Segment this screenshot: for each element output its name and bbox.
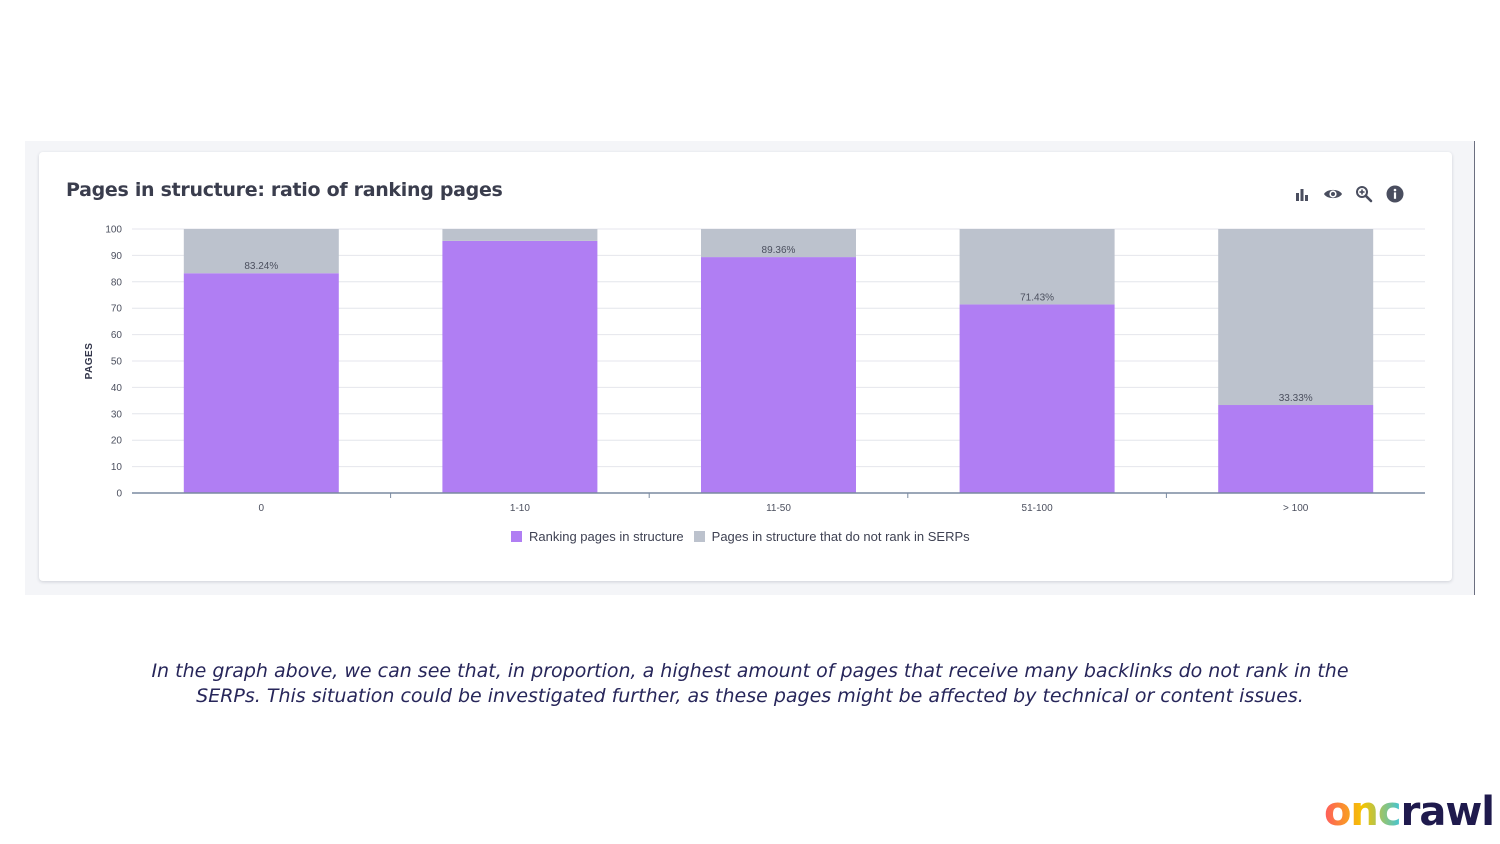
legend-item-ranking[interactable]: Ranking pages in structure xyxy=(511,529,684,544)
chart-title: Pages in structure: ratio of ranking pag… xyxy=(66,179,503,201)
y-tick-label: 80 xyxy=(111,277,123,288)
chart-toolbar xyxy=(1292,184,1405,204)
bar-data-label: 71.43% xyxy=(1020,292,1054,303)
y-tick-label: 50 xyxy=(111,357,123,368)
logo-accent-text: onc xyxy=(1323,789,1402,835)
x-tick-label: 1-10 xyxy=(510,503,530,514)
bar-chart-icon[interactable] xyxy=(1292,184,1312,204)
legend-item-not-ranking[interactable]: Pages in structure that do not rank in S… xyxy=(693,529,970,544)
logo-text: rawl xyxy=(1400,789,1495,835)
y-tick-label: 30 xyxy=(111,409,123,420)
bar-data-label: 83.24% xyxy=(244,261,278,272)
bar-ranking xyxy=(701,257,856,493)
bar-ranking xyxy=(1218,405,1374,493)
legend-swatch-not-ranking xyxy=(693,531,705,542)
chart-card: Pages in structure: ratio of ranking pag… xyxy=(39,152,1452,581)
bars xyxy=(183,229,1374,493)
y-tick-label: 0 xyxy=(116,489,122,500)
bar-data-label: 33.33% xyxy=(1279,393,1313,404)
oncrawl-logo: oncrawl xyxy=(1323,789,1495,835)
bar-ranking xyxy=(183,273,339,493)
y-tick-label: 70 xyxy=(111,304,123,315)
x-tick-label: 51-100 xyxy=(1022,503,1054,514)
y-tick-label: 10 xyxy=(111,462,123,473)
bar-ranking xyxy=(442,240,598,493)
stacked-bar-chart: 83.24% 89.36% 71.43% 33.33% 0 10 20 30 40 50 60 70… xyxy=(84,225,1425,514)
bar-not-ranking xyxy=(183,229,339,274)
legend-label-ranking: Ranking pages in structure xyxy=(529,529,684,544)
legend-swatch-ranking xyxy=(511,531,522,542)
x-tick-label: > 100 xyxy=(1283,503,1309,514)
chart-legend: Ranking pages in structure Pages in stru… xyxy=(511,529,980,544)
bar-not-ranking xyxy=(959,229,1115,305)
y-axis-title: PAGES xyxy=(84,343,95,380)
x-tick-label: 11-50 xyxy=(766,503,791,514)
data-labels: 83.24% 89.36% 71.43% 33.33% xyxy=(244,245,1312,404)
eye-icon[interactable] xyxy=(1323,184,1343,204)
x-tick-label: 0 xyxy=(259,503,265,514)
legend-label-not-ranking: Pages in structure that do not rank in S… xyxy=(711,529,970,544)
y-tick-label: 100 xyxy=(105,225,122,236)
caption-text: In the graph above, we can see that, in … xyxy=(151,660,1349,707)
y-tick-label: 60 xyxy=(111,330,123,341)
axes: 0 10 20 30 40 50 60 70 80 90 100 PAGES 0 1-10 11-50 51-… xyxy=(84,225,1425,514)
bar-not-ranking xyxy=(1218,229,1374,406)
y-tick-label: 40 xyxy=(111,383,123,394)
zoom-icon[interactable] xyxy=(1354,184,1374,204)
bar-ranking xyxy=(959,304,1115,493)
bar-not-ranking xyxy=(442,229,598,241)
bar-data-label: 89.36% xyxy=(762,245,796,256)
info-icon[interactable] xyxy=(1385,184,1405,204)
y-tick-label: 90 xyxy=(111,251,123,262)
y-tick-label: 20 xyxy=(111,436,123,447)
bar-not-ranking xyxy=(701,229,856,258)
